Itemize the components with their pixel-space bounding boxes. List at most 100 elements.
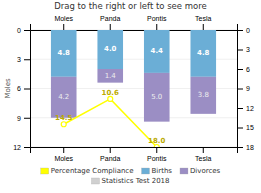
line-marker xyxy=(61,122,66,127)
data-label: 4.0 xyxy=(104,45,117,53)
tick-label: 18 xyxy=(246,144,254,151)
axis-domain xyxy=(24,31,31,148)
tick: Moles xyxy=(54,147,73,162)
tick: Panda xyxy=(100,15,120,30)
legend-label: Divorces xyxy=(190,167,221,175)
plot: Moles Panda Pontis Tesla Moles Panda Pontis Tes… xyxy=(13,15,254,162)
data-label: 14.5 xyxy=(55,114,72,122)
tick: 18 xyxy=(237,144,254,151)
bar xyxy=(51,77,77,118)
tick: 3 xyxy=(17,56,30,63)
legend-swatch xyxy=(91,178,99,184)
tick-label: 0 xyxy=(17,27,21,34)
tick: Pontis xyxy=(147,15,167,30)
tick: Tesla xyxy=(195,147,211,162)
tick-mark xyxy=(24,59,30,60)
bar-series xyxy=(51,69,216,122)
y2-axis: 0 3 6 9 12 15 18 xyxy=(237,27,254,151)
data-label: 3.8 xyxy=(198,91,209,99)
axis-domain xyxy=(238,31,244,148)
tick-label: 0 xyxy=(246,27,250,34)
data-label: 4.4 xyxy=(151,47,164,55)
tick-label: Panda xyxy=(100,155,120,162)
tick-mark xyxy=(237,108,243,109)
tick-label: Tesla xyxy=(195,155,211,162)
tick: Pontis xyxy=(147,147,167,162)
tick-label: 3 xyxy=(17,56,21,63)
tick: 0 xyxy=(237,27,250,34)
legend-swatch xyxy=(180,168,188,174)
bar xyxy=(97,69,123,83)
chart: Moles Panda Pontis Tesla Moles Panda Pontis Tes… xyxy=(0,0,261,193)
tick-mark xyxy=(24,147,30,148)
line xyxy=(64,99,157,147)
data-label: 10.6 xyxy=(102,89,119,97)
tick-mark xyxy=(110,24,111,30)
tick-label: Moles xyxy=(54,155,73,162)
legend-item: Percentage Compliance xyxy=(41,167,134,175)
axis-domain xyxy=(31,24,238,31)
data-label: 4.8 xyxy=(58,49,71,57)
tick-label: 12 xyxy=(13,144,21,151)
legend-swatch xyxy=(142,168,150,174)
tick-label: Pontis xyxy=(147,15,167,22)
tick-mark xyxy=(63,24,64,30)
legend-label: Births xyxy=(152,167,173,175)
tick-mark xyxy=(237,30,243,31)
legend-item: Births xyxy=(142,167,173,175)
tick-label: 6 xyxy=(246,66,250,73)
tick-mark xyxy=(203,24,204,30)
tick-mark xyxy=(156,147,157,153)
bar xyxy=(51,30,77,77)
tick: 9 xyxy=(17,114,30,121)
legend-item: Statistics Test 2018 xyxy=(91,177,169,185)
data-label: 5.0 xyxy=(151,93,162,101)
tick-label: Moles xyxy=(54,15,73,22)
tick-mark xyxy=(156,24,157,30)
tick: 12 xyxy=(237,105,254,112)
bar xyxy=(144,30,170,73)
bar xyxy=(144,73,170,122)
tick-label: Panda xyxy=(100,15,120,22)
tick-label: 9 xyxy=(246,85,250,92)
marks xyxy=(51,30,216,147)
axis-domain xyxy=(31,148,238,154)
tick: 6 xyxy=(17,85,30,92)
data-label: 18.0 xyxy=(148,137,165,145)
title: Drag to the right or left to see more xyxy=(54,1,207,11)
tick: Tesla xyxy=(195,15,211,30)
tick: 9 xyxy=(237,85,250,92)
tick-label: 3 xyxy=(246,46,250,53)
tick-mark xyxy=(237,89,243,90)
tick-label: Pontis xyxy=(147,155,167,162)
tick-label: 6 xyxy=(17,85,21,92)
legend-swatch xyxy=(41,168,49,174)
tick-label: Tesla xyxy=(195,15,211,22)
legend: Percentage Compliance Births Divorces Stati… xyxy=(41,167,221,185)
tick-mark xyxy=(63,147,64,153)
data-label: 1.4 xyxy=(105,72,117,80)
tick: 6 xyxy=(237,66,250,73)
data-label: 4.2 xyxy=(58,93,69,101)
legend-label: Statistics Test 2018 xyxy=(101,177,169,185)
tick-label: 15 xyxy=(246,124,254,131)
bar-series xyxy=(51,30,216,77)
axis-title: Moles xyxy=(4,78,12,99)
tick: Panda xyxy=(100,147,120,162)
tick-mark xyxy=(24,30,30,31)
line-marker xyxy=(108,96,113,101)
bar xyxy=(190,77,216,114)
tick: Moles xyxy=(54,15,73,30)
x-axis: Moles Panda Pontis Tesla xyxy=(31,147,238,162)
tick-mark xyxy=(237,128,243,129)
tick: 12 xyxy=(13,144,30,151)
tick-mark xyxy=(203,147,204,153)
bar xyxy=(190,30,216,77)
tick-mark xyxy=(237,50,243,51)
tick-mark xyxy=(24,118,30,119)
bar xyxy=(97,30,123,69)
tick-label: 12 xyxy=(246,105,254,112)
tick-mark xyxy=(24,89,30,90)
tick-mark xyxy=(110,147,111,153)
data-label: 4.8 xyxy=(197,49,210,57)
